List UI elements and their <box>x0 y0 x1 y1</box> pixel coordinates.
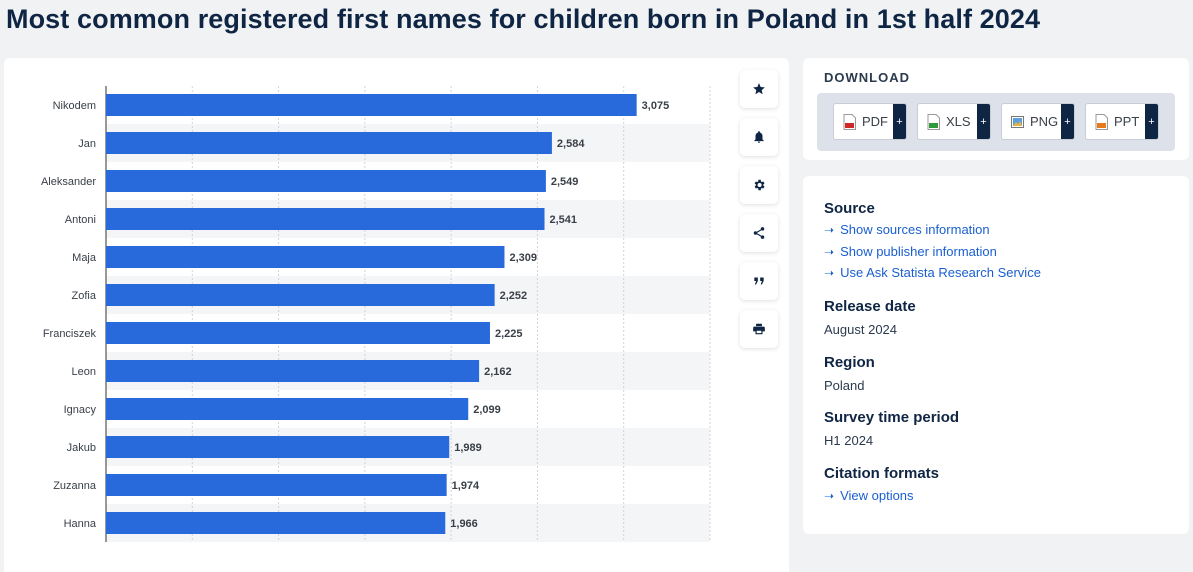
survey-period-value: H1 2024 <box>824 433 874 448</box>
bar-jakub[interactable] <box>106 436 450 458</box>
plus-icon: + <box>977 104 990 139</box>
gear-icon <box>754 179 765 191</box>
favorite-button[interactable] <box>740 70 778 108</box>
bar-jan[interactable] <box>106 132 552 154</box>
view-options-label: View options <box>840 488 914 503</box>
value-label: 2,549 <box>551 176 579 188</box>
download-png-label: PNG <box>1030 114 1059 129</box>
value-label: 2,309 <box>509 252 537 264</box>
value-label: 2,225 <box>495 328 523 340</box>
category-label: Franciszek <box>43 328 97 340</box>
value-label: 1,974 <box>452 480 480 492</box>
research-service-label: Use Ask Statista Research Service <box>840 265 1041 280</box>
value-label: 2,252 <box>500 290 528 302</box>
source-heading: Source <box>824 200 875 217</box>
download-ppt-button[interactable]: PPT + <box>1085 103 1159 140</box>
arrow-right-icon: ➝ <box>824 488 835 503</box>
arrow-right-icon: ➝ <box>824 222 835 237</box>
category-label: Zofia <box>72 290 97 302</box>
region-heading: Region <box>824 354 875 371</box>
download-pdf-button[interactable]: PDF + <box>833 103 907 140</box>
ppt-file-icon <box>1095 113 1108 130</box>
plus-icon: + <box>1145 104 1158 139</box>
plus-icon: + <box>1061 104 1074 139</box>
png-file-icon <box>1011 115 1024 128</box>
release-date-value: August 2024 <box>824 322 898 337</box>
print-button[interactable] <box>740 310 778 348</box>
share-button[interactable] <box>740 214 778 252</box>
arrow-right-icon: ➝ <box>824 244 835 259</box>
download-xls-button[interactable]: XLS + <box>917 103 991 140</box>
bar-chart: Nikodem 3,075 Jan 2,584 Aleksander 2,549 Anton… <box>41 86 711 542</box>
view-options-link[interactable]: ➝ View options <box>824 488 914 503</box>
bar-hanna[interactable] <box>106 512 446 534</box>
download-button-group: PDF + XLS + PNG + PPT + <box>817 93 1175 151</box>
research-service-link[interactable]: ➝ Use Ask Statista Research Service <box>824 265 1041 280</box>
bar-zofia[interactable] <box>106 284 495 306</box>
category-label: Nikodem <box>53 100 96 112</box>
value-label: 2,099 <box>473 404 501 416</box>
category-label: Leon <box>72 366 96 378</box>
region-value: Poland <box>824 378 865 393</box>
bar-antoni[interactable] <box>106 208 545 230</box>
notification-button[interactable] <box>740 118 778 156</box>
download-ppt-label: PPT <box>1114 114 1140 129</box>
settings-button[interactable] <box>740 166 778 204</box>
download-pdf-label: PDF <box>862 114 888 129</box>
category-label: Hanna <box>64 518 97 530</box>
cite-button[interactable] <box>740 262 778 300</box>
value-label: 2,541 <box>550 214 578 226</box>
bar-nikodem[interactable] <box>106 94 637 116</box>
category-label: Maja <box>72 252 97 264</box>
plus-icon: + <box>893 104 906 139</box>
bar-zuzanna[interactable] <box>106 474 447 496</box>
show-sources-link[interactable]: ➝ Show sources information <box>824 222 990 237</box>
category-label: Ignacy <box>64 404 97 416</box>
quote-icon <box>754 277 764 285</box>
citation-heading: Citation formats <box>824 465 940 482</box>
value-label: 1,989 <box>454 442 482 454</box>
category-label: Aleksander <box>41 176 96 188</box>
tool-rail <box>740 70 778 358</box>
bar-leon[interactable] <box>106 360 480 382</box>
bar-aleksander[interactable] <box>106 170 546 192</box>
category-label: Zuzanna <box>53 480 97 492</box>
page-title: Most common registered first names for c… <box>6 4 1041 34</box>
arrow-right-icon: ➝ <box>824 265 835 280</box>
download-xls-label: XLS <box>946 114 971 129</box>
bar-ignacy[interactable] <box>106 398 469 420</box>
star-icon <box>753 83 765 95</box>
category-label: Jakub <box>67 442 96 454</box>
download-png-button[interactable]: PNG + <box>1001 103 1075 140</box>
show-publisher-label: Show publisher information <box>840 244 997 259</box>
download-panel: DOWNLOAD PDF + XLS + PNG + PPT + <box>803 58 1189 160</box>
release-date-heading: Release date <box>824 298 916 315</box>
pdf-file-icon <box>843 113 856 130</box>
bar-franciszek[interactable] <box>106 322 490 344</box>
category-label: Antoni <box>65 214 96 226</box>
value-label: 2,162 <box>484 366 512 378</box>
survey-period-heading: Survey time period <box>824 409 960 426</box>
print-icon <box>753 323 765 335</box>
download-title: DOWNLOAD <box>824 70 910 85</box>
show-publisher-link[interactable]: ➝ Show publisher information <box>824 244 997 259</box>
value-label: 3,075 <box>642 100 670 112</box>
xls-file-icon <box>927 113 940 130</box>
bell-icon <box>754 131 764 143</box>
value-label: 1,966 <box>450 518 478 530</box>
bar-maja[interactable] <box>106 246 505 268</box>
info-panel: Source ➝ Show sources information ➝ Show p… <box>803 176 1189 534</box>
show-sources-label: Show sources information <box>840 222 990 237</box>
value-label: 2,584 <box>557 138 585 150</box>
chart-panel: Nikodem 3,075 Jan 2,584 Aleksander 2,549 Anton… <box>4 58 789 572</box>
share-icon <box>753 227 765 239</box>
category-label: Jan <box>78 138 96 150</box>
